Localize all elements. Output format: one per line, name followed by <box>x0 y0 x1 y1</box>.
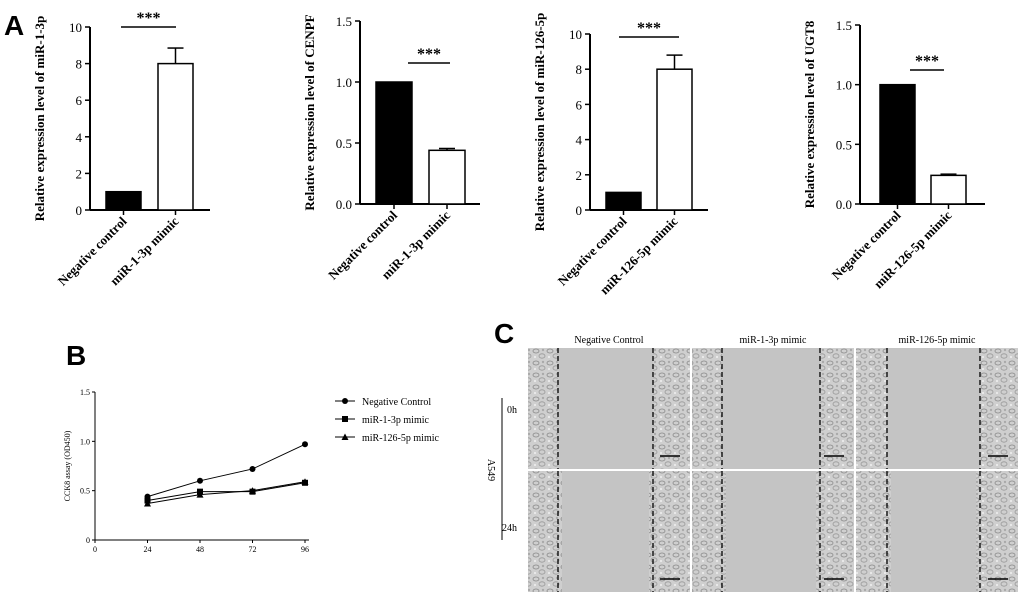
data-point-circle <box>249 465 256 472</box>
data-point-triangle <box>301 478 309 485</box>
series-line-square <box>147 482 306 502</box>
legend-label: miR-126-5p mimic <box>362 433 440 444</box>
y-tick-label: 1.0 <box>336 75 352 90</box>
y-tick-label: 0 <box>86 536 90 545</box>
y-axis-label: CCK8 assay (OD450) <box>63 430 72 501</box>
wound-gap-area <box>726 471 816 592</box>
bar-chart-mir-1-3p: 0 2 4 6 8 10 Relative expression level of miR-… <box>32 10 210 289</box>
series-line-triangle <box>147 481 306 504</box>
y-tick-label: 0.5 <box>80 487 90 496</box>
x-tick-label: 0 <box>93 545 97 554</box>
legend-marker-triangle <box>341 433 349 440</box>
y-axis-label: Relative expression level of miR-126-5p <box>532 13 547 232</box>
significance-marker: *** <box>417 46 441 63</box>
data-point-circle <box>302 441 308 448</box>
bar-negative-control <box>879 83 916 205</box>
y-tick-label: 10 <box>569 27 582 42</box>
column-label: Negative Control <box>574 335 643 346</box>
significance-marker: *** <box>915 53 939 70</box>
y-tick-label: 0 <box>576 203 583 218</box>
data-point-triangle <box>249 487 256 494</box>
y-tick-label: 10 <box>69 20 82 35</box>
y-tick-label: 0 <box>76 203 83 218</box>
row-label: 0h <box>507 405 517 416</box>
wound-gap-area <box>562 471 649 592</box>
data-point-triangle <box>196 491 204 498</box>
y-tick-label: 0.5 <box>336 136 352 151</box>
bar-chart-cenpf: 0.0 0.5 1.0 1.5 Relative expression level of… <box>302 14 480 283</box>
y-tick-label: 4 <box>576 133 583 148</box>
panel-label-a: A <box>4 10 24 41</box>
column-label: miR-1-3p mimic <box>740 335 808 346</box>
y-tick-label: 6 <box>576 97 583 112</box>
y-tick-label: 1.0 <box>836 78 852 93</box>
y-tick-label: 2 <box>576 168 583 183</box>
y-tick-label: 6 <box>76 93 83 108</box>
x-tick-label: 48 <box>196 545 204 554</box>
y-tick-label: 0.5 <box>836 137 852 152</box>
y-axis-label: Relative expression level of CENPF <box>302 14 317 210</box>
bar-mimic <box>428 149 466 205</box>
y-tick-label: 1.5 <box>80 388 90 397</box>
legend-label: miR-1-3p mimic <box>362 415 430 426</box>
bar-chart-mir-126-5p: 0 2 4 6 8 10 Relative expression level of miR-… <box>532 13 708 297</box>
y-tick-label: 0.0 <box>336 197 352 212</box>
bar-mimic <box>157 62 194 211</box>
series-line-circle <box>147 443 306 498</box>
y-tick-label: 8 <box>76 57 83 72</box>
x-tick-label: 96 <box>301 545 309 554</box>
wound-gap-area <box>887 348 980 469</box>
cell-line-label: A549 <box>485 459 496 481</box>
y-tick-label: 0.0 <box>836 197 852 212</box>
legend-marker-square <box>342 416 348 422</box>
data-point-circle <box>197 477 203 484</box>
y-tick-label: 2 <box>76 166 83 181</box>
bar-negative-control <box>605 191 642 211</box>
bar-negative-control <box>375 81 413 205</box>
y-tick-label: 1.5 <box>836 18 852 33</box>
bar-chart-ugt8: 0.0 0.5 1.0 1.5 Relative expression level of… <box>802 18 985 291</box>
y-tick-label: 1.5 <box>336 14 352 29</box>
row-label: 24h <box>502 523 517 534</box>
x-tick-label: 72 <box>249 545 257 554</box>
wound-gap-area <box>722 348 820 469</box>
bar-negative-control <box>105 190 142 211</box>
column-label: miR-126-5p mimic <box>899 335 977 346</box>
wound-gap-area <box>891 471 976 592</box>
wound-gap-area <box>558 348 653 469</box>
legend-label: Negative Control <box>362 397 431 408</box>
y-tick-label: 1.0 <box>80 437 90 446</box>
x-tick-label: 24 <box>144 545 152 554</box>
data-point-triangle <box>144 499 151 507</box>
y-axis-label: Relative expression level of miR-1-3p <box>32 16 47 222</box>
micrograph-grid: Negative Control miR-1-3p mimic miR-126-5p… <box>485 335 1018 592</box>
y-tick-label: 4 <box>76 130 83 145</box>
bar-mimic <box>656 68 693 211</box>
significance-marker: *** <box>637 20 661 37</box>
panel-label-c: C <box>494 318 514 349</box>
line-chart-cck8: 0 0.5 1.0 1.5 0 24 48 72 96 CCK8 assay (OD450) Neg… <box>63 388 440 554</box>
y-tick-label: 8 <box>576 62 583 77</box>
panel-label-b: B <box>66 340 86 371</box>
bar-mimic <box>930 174 967 205</box>
legend-marker-circle <box>342 398 348 404</box>
y-axis-label: Relative expression level of UGT8 <box>802 20 817 208</box>
significance-marker: *** <box>137 10 161 27</box>
